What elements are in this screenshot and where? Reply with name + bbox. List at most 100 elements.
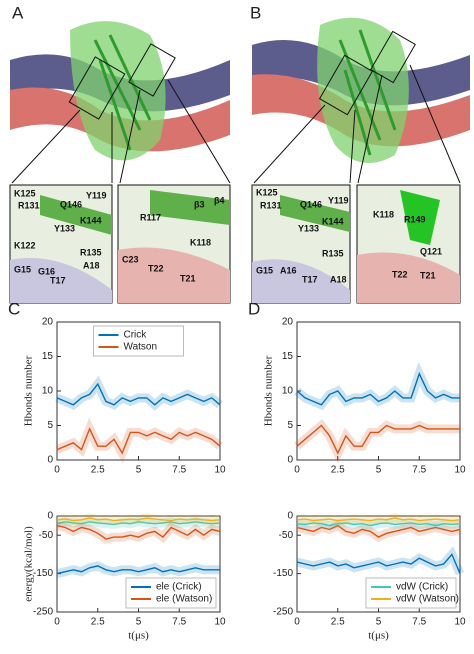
y-tick-label: -150 <box>33 568 53 579</box>
y-tick-label: 20 <box>282 317 294 328</box>
x-tick-label: 7.5 <box>172 465 186 476</box>
x-tick-label: 10 <box>214 465 226 476</box>
y-tick-label: -250 <box>33 607 53 618</box>
x-tick-label: 5 <box>376 617 382 628</box>
x-tick-label: 0 <box>54 617 60 628</box>
residue-label: Q146 <box>60 199 82 209</box>
residue-label: K144 <box>80 215 102 225</box>
panel-label: C <box>8 299 20 318</box>
series-line <box>56 521 221 526</box>
panel-label: A <box>12 3 24 22</box>
residue-label: R135 <box>80 247 102 257</box>
x-tick-label: 7.5 <box>172 617 186 628</box>
x-tick-label: 0 <box>294 465 300 476</box>
x-tick-label: 10 <box>454 465 466 476</box>
residue-label: K144 <box>322 216 344 226</box>
series-line <box>56 565 220 575</box>
residue-label: K122 <box>14 240 36 250</box>
residue-label: G16 <box>38 266 55 276</box>
charts: C 0 5 10 15 20 0 2.5 5 7.5 10 Hbonds number CrickWat… <box>8 299 466 641</box>
residue-label: T22 <box>392 269 408 279</box>
residue-label: Q121 <box>420 246 442 256</box>
residue-label: T17 <box>50 275 66 285</box>
series-line <box>296 553 461 574</box>
series-line <box>56 427 221 455</box>
line-chart: D 0 5 10 15 20 0 2.5 5 7.5 10 Hbonds number <box>248 299 466 475</box>
y-tick-label: 0 <box>287 455 293 466</box>
legend-label: vdW (Crick) <box>396 582 448 593</box>
legend-label: ele (Watson) <box>156 594 212 605</box>
residue-label: K125 <box>256 187 278 197</box>
residue-label: G15 <box>14 264 31 274</box>
residue-label: β4 <box>214 195 225 205</box>
residue-label: T21 <box>420 270 436 280</box>
residue-label: A18 <box>330 274 347 284</box>
x-tick-label: 5 <box>376 465 382 476</box>
x-tick-label: 0 <box>54 465 60 476</box>
series-line <box>56 524 221 540</box>
legend-box <box>93 325 184 357</box>
residue-label: R117 <box>140 212 161 222</box>
series-line <box>296 371 460 406</box>
series-band <box>294 361 460 411</box>
x-tick-label: 2.5 <box>91 465 105 476</box>
y-axis-label: Hbonds number <box>23 355 35 426</box>
series-line <box>296 522 461 527</box>
line-chart: C 0 5 10 15 20 0 2.5 5 7.5 10 Hbonds number CrickWat… <box>8 299 226 475</box>
residue-label: K118 <box>373 209 394 219</box>
residue-label: R131 <box>18 200 40 210</box>
series-line <box>56 517 221 522</box>
legend-label: Watson <box>124 342 158 353</box>
legend-label: ele (Crick) <box>156 582 202 593</box>
x-axis-label: t(μs) <box>128 630 149 642</box>
y-tick-label: -50 <box>39 530 54 541</box>
y-tick-label: 5 <box>47 420 53 431</box>
residue-label: G15 <box>256 265 273 275</box>
legend-label: vdW (Watson) <box>396 594 459 605</box>
residue-label: Y119 <box>328 195 349 205</box>
y-tick-label: 10 <box>282 386 294 397</box>
residue-label: C23 <box>122 254 139 264</box>
x-tick-label: 0 <box>294 617 300 628</box>
y-tick-label: -150 <box>273 568 293 579</box>
x-tick-label: 10 <box>214 617 226 628</box>
residue-label: Y133 <box>298 223 319 233</box>
x-axis-label: t(μs) <box>368 630 389 642</box>
series-line <box>56 382 221 406</box>
line-chart: -250 -150 -50 0 0 2.5 5 7.5 10 energy(kcal/mol) t(… <box>23 511 226 642</box>
x-tick-label: 7.5 <box>412 465 426 476</box>
residue-label: β3 <box>194 199 205 209</box>
panel-label: D <box>248 299 260 318</box>
residue-label: Y119 <box>86 190 107 200</box>
y-tick-label: 0 <box>47 511 53 522</box>
series-line <box>296 424 460 455</box>
x-tick-label: 2.5 <box>91 617 105 628</box>
residue-label: R149 <box>404 214 426 224</box>
y-axis-label: energy(kcal/mol) <box>23 526 35 602</box>
y-tick-label: -250 <box>273 607 293 618</box>
legend-box <box>365 577 457 609</box>
plot-frame <box>296 321 461 461</box>
residue-label: R135 <box>322 248 344 258</box>
y-tick-label: 10 <box>42 386 54 397</box>
residue-label: T17 <box>302 274 318 284</box>
y-tick-label: -50 <box>279 530 294 541</box>
series-band <box>55 375 223 411</box>
series-line <box>296 517 461 522</box>
residue-label: K118 <box>190 237 211 247</box>
legend-box <box>125 577 217 609</box>
residue-label: Y133 <box>54 223 75 233</box>
legend-label: Crick <box>124 330 148 341</box>
x-tick-label: 5 <box>136 617 142 628</box>
residue-label: R131 <box>260 200 282 210</box>
x-tick-label: 5 <box>136 465 142 476</box>
residue-label: T22 <box>148 263 164 273</box>
series-band <box>55 561 220 578</box>
structure-b <box>251 17 470 304</box>
series-line <box>296 524 461 538</box>
residue-label: T21 <box>180 273 196 283</box>
y-tick-label: 0 <box>47 455 53 466</box>
y-tick-label: 15 <box>282 351 294 362</box>
y-axis-label: Hbonds number <box>263 355 275 426</box>
